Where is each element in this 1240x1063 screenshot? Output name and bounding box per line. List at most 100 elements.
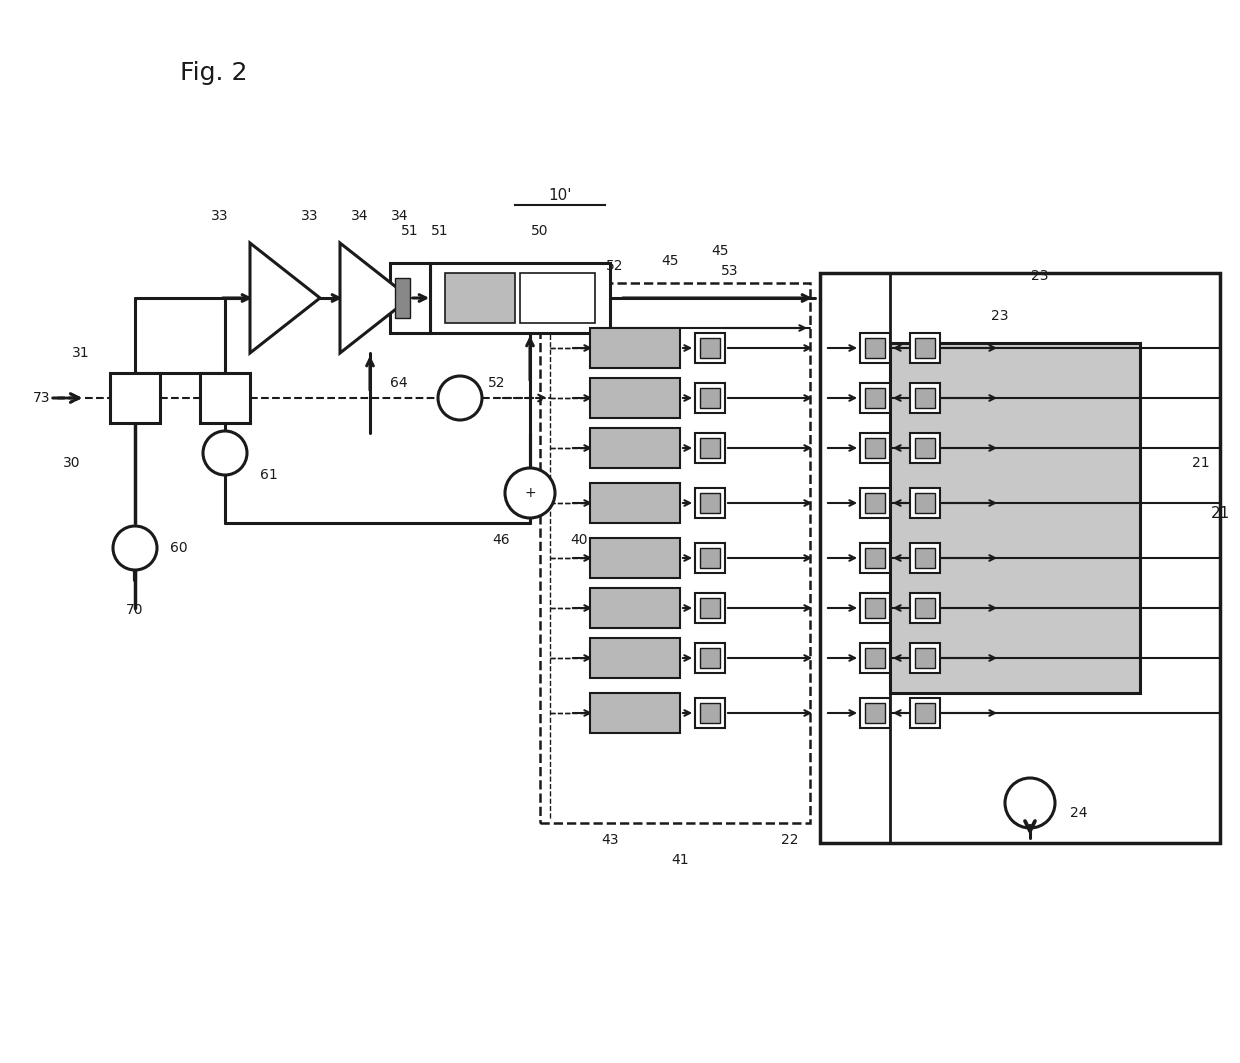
FancyBboxPatch shape bbox=[866, 388, 885, 408]
FancyBboxPatch shape bbox=[866, 703, 885, 723]
FancyBboxPatch shape bbox=[915, 598, 935, 618]
FancyBboxPatch shape bbox=[866, 438, 885, 458]
Text: 22: 22 bbox=[781, 833, 799, 847]
FancyBboxPatch shape bbox=[866, 648, 885, 668]
FancyBboxPatch shape bbox=[910, 593, 940, 623]
Text: 51: 51 bbox=[432, 224, 449, 238]
Circle shape bbox=[113, 526, 157, 570]
FancyBboxPatch shape bbox=[694, 698, 725, 728]
Text: 10': 10' bbox=[548, 188, 572, 203]
Text: 21: 21 bbox=[1210, 506, 1230, 521]
FancyBboxPatch shape bbox=[590, 638, 680, 678]
FancyBboxPatch shape bbox=[701, 598, 720, 618]
FancyBboxPatch shape bbox=[694, 543, 725, 573]
Text: 45: 45 bbox=[712, 244, 729, 258]
Polygon shape bbox=[340, 243, 410, 353]
FancyBboxPatch shape bbox=[391, 263, 430, 333]
Text: 70: 70 bbox=[126, 603, 144, 617]
Text: 46: 46 bbox=[492, 533, 510, 547]
FancyBboxPatch shape bbox=[910, 433, 940, 463]
Text: 51: 51 bbox=[402, 224, 419, 238]
Text: 64: 64 bbox=[391, 376, 408, 390]
Text: 21: 21 bbox=[1193, 456, 1210, 470]
FancyBboxPatch shape bbox=[110, 373, 160, 423]
FancyBboxPatch shape bbox=[701, 493, 720, 513]
FancyBboxPatch shape bbox=[915, 493, 935, 513]
FancyBboxPatch shape bbox=[910, 698, 940, 728]
Text: 24: 24 bbox=[1070, 806, 1087, 820]
FancyBboxPatch shape bbox=[861, 383, 890, 414]
Text: 34: 34 bbox=[392, 209, 409, 223]
FancyBboxPatch shape bbox=[915, 648, 935, 668]
FancyBboxPatch shape bbox=[866, 598, 885, 618]
Text: 33: 33 bbox=[211, 209, 228, 223]
FancyBboxPatch shape bbox=[200, 373, 250, 423]
Text: 31: 31 bbox=[72, 345, 91, 360]
Text: 43: 43 bbox=[601, 833, 619, 847]
Text: 52: 52 bbox=[606, 259, 624, 273]
FancyBboxPatch shape bbox=[694, 488, 725, 518]
FancyBboxPatch shape bbox=[910, 333, 940, 362]
FancyBboxPatch shape bbox=[701, 703, 720, 723]
FancyBboxPatch shape bbox=[910, 543, 940, 573]
FancyBboxPatch shape bbox=[915, 703, 935, 723]
FancyBboxPatch shape bbox=[701, 388, 720, 408]
Circle shape bbox=[1004, 778, 1055, 828]
Text: 52: 52 bbox=[487, 376, 505, 390]
FancyBboxPatch shape bbox=[694, 593, 725, 623]
FancyBboxPatch shape bbox=[866, 338, 885, 358]
FancyBboxPatch shape bbox=[430, 263, 610, 333]
FancyBboxPatch shape bbox=[861, 333, 890, 362]
Text: 33: 33 bbox=[301, 209, 319, 223]
FancyBboxPatch shape bbox=[861, 488, 890, 518]
FancyBboxPatch shape bbox=[910, 383, 940, 414]
FancyBboxPatch shape bbox=[861, 593, 890, 623]
Text: 53: 53 bbox=[722, 264, 739, 279]
FancyBboxPatch shape bbox=[694, 333, 725, 362]
Text: 41: 41 bbox=[671, 853, 688, 867]
FancyBboxPatch shape bbox=[915, 388, 935, 408]
FancyBboxPatch shape bbox=[701, 338, 720, 358]
FancyBboxPatch shape bbox=[694, 383, 725, 414]
Text: 61: 61 bbox=[260, 468, 278, 482]
Polygon shape bbox=[250, 243, 320, 353]
FancyBboxPatch shape bbox=[590, 483, 680, 523]
Text: 34: 34 bbox=[351, 209, 368, 223]
Text: 23: 23 bbox=[1032, 269, 1049, 283]
FancyBboxPatch shape bbox=[861, 698, 890, 728]
FancyBboxPatch shape bbox=[910, 643, 940, 673]
FancyBboxPatch shape bbox=[915, 338, 935, 358]
Text: 30: 30 bbox=[62, 456, 81, 470]
Text: Fig. 2: Fig. 2 bbox=[180, 61, 248, 85]
Text: 73: 73 bbox=[32, 391, 50, 405]
FancyBboxPatch shape bbox=[590, 538, 680, 578]
Circle shape bbox=[505, 468, 556, 518]
FancyBboxPatch shape bbox=[701, 438, 720, 458]
FancyBboxPatch shape bbox=[590, 428, 680, 468]
FancyBboxPatch shape bbox=[590, 693, 680, 733]
FancyBboxPatch shape bbox=[861, 543, 890, 573]
FancyBboxPatch shape bbox=[590, 588, 680, 628]
Text: 40: 40 bbox=[570, 533, 588, 547]
FancyBboxPatch shape bbox=[396, 279, 410, 318]
FancyBboxPatch shape bbox=[701, 549, 720, 568]
FancyBboxPatch shape bbox=[866, 493, 885, 513]
Text: 23: 23 bbox=[991, 309, 1009, 323]
FancyBboxPatch shape bbox=[915, 438, 935, 458]
FancyBboxPatch shape bbox=[910, 488, 940, 518]
Text: 45: 45 bbox=[661, 254, 678, 268]
Text: 60: 60 bbox=[170, 541, 187, 555]
Circle shape bbox=[438, 376, 482, 420]
FancyBboxPatch shape bbox=[861, 433, 890, 463]
FancyBboxPatch shape bbox=[866, 549, 885, 568]
FancyBboxPatch shape bbox=[701, 648, 720, 668]
FancyBboxPatch shape bbox=[590, 328, 680, 368]
Circle shape bbox=[203, 431, 247, 475]
Text: 32: 32 bbox=[221, 443, 239, 457]
Bar bbox=[539, 283, 810, 823]
Text: +: + bbox=[525, 486, 536, 500]
FancyBboxPatch shape bbox=[915, 549, 935, 568]
FancyBboxPatch shape bbox=[694, 643, 725, 673]
FancyBboxPatch shape bbox=[445, 273, 515, 323]
Text: 50: 50 bbox=[531, 224, 549, 238]
